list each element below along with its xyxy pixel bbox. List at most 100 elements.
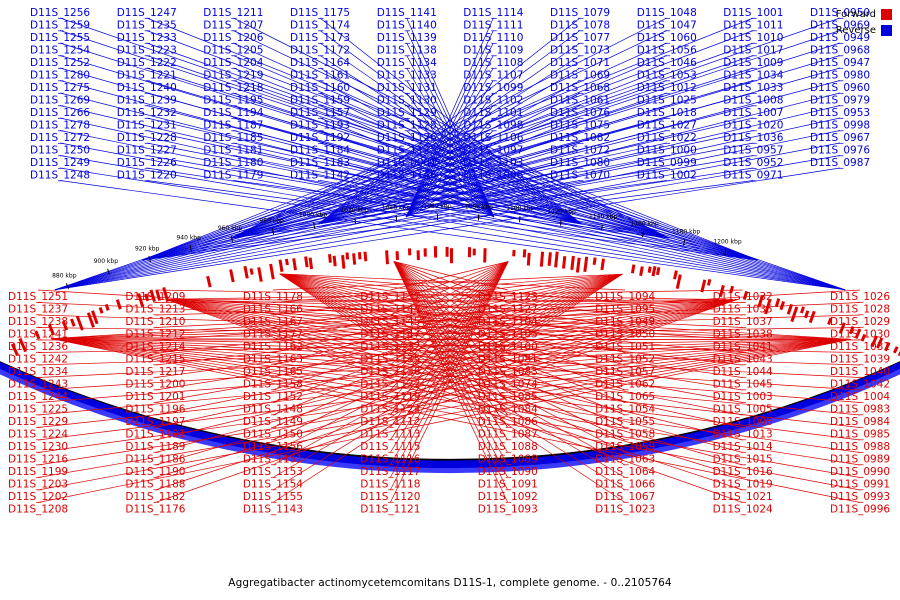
- forward-gene-label: D11S_1189: [125, 441, 185, 453]
- forward-gene-glyph: [278, 259, 284, 272]
- ruler-tick-label: 920 kbp: [135, 245, 160, 252]
- forward-gene-glyph: [779, 301, 786, 311]
- reverse-gene-leader: [59, 142, 846, 291]
- forward-gene-label: D11S_1026: [830, 291, 890, 303]
- forward-gene-label: D11S_1003: [713, 391, 773, 403]
- forward-gene-leader: [165, 298, 743, 303]
- legend-reverse: Reverse: [836, 22, 892, 38]
- ruler-tick: [230, 235, 233, 243]
- ruler-tick-label: 1140 kbp: [589, 214, 617, 221]
- forward-gene-label: D11S_1237: [8, 304, 68, 316]
- reverse-gene-label: D11S_0999: [637, 157, 697, 169]
- forward-gene-glyph: [757, 295, 764, 308]
- forward-gene-glyph: [526, 252, 531, 266]
- forward-gene-glyph: [61, 320, 69, 331]
- reverse-gene-leader: [54, 30, 841, 291]
- forward-gene-leader: [165, 298, 743, 453]
- forward-gene-glyph: [570, 255, 575, 270]
- forward-gene-label: D11S_1162: [243, 341, 303, 353]
- reverse-gene-leader: [230, 155, 667, 239]
- forward-gene-leader: [51, 338, 861, 466]
- reverse-gene-label: D11S_1269: [30, 95, 90, 107]
- forward-gene-glyph: [827, 317, 833, 325]
- reverse-gene-leader: [59, 92, 846, 291]
- ruler-tick: [601, 224, 603, 231]
- forward-gene-glyph: [655, 267, 661, 276]
- reverse-gene-leader: [406, 92, 495, 218]
- forward-gene-leader: [51, 327, 861, 339]
- forward-gene-label: D11S_1089: [478, 454, 538, 466]
- reverse-gene-label: D11S_1140: [377, 20, 437, 32]
- reverse-gene-leader: [230, 92, 667, 239]
- forward-gene-label: D11S_1039: [830, 354, 890, 366]
- reverse-gene-leader: [146, 155, 758, 261]
- forward-gene-label: D11S_0985: [830, 429, 890, 441]
- reverse-gene-label: D11S_1187: [203, 120, 263, 132]
- forward-gene-glyph: [647, 266, 652, 273]
- reverse-gene-label: D11S_1275: [30, 82, 90, 94]
- forward-gene-label: D11S_1177: [243, 329, 303, 341]
- forward-gene-glyph: [706, 278, 712, 286]
- reverse-gene-leader: [405, 80, 494, 218]
- forward-gene-leader: [279, 273, 626, 291]
- reverse-gene-label: D11S_1211: [203, 7, 263, 19]
- reverse-gene-label: D11S_1075: [550, 120, 610, 132]
- reverse-gene-label: D11S_1256: [30, 7, 90, 19]
- ruler-tick-label: 980 kbp: [259, 218, 284, 225]
- reverse-gene-leader: [59, 42, 846, 291]
- forward-gene-label: D11S_1151: [243, 454, 303, 466]
- forward-gene-label: D11S_1203: [8, 479, 68, 491]
- label-leader-lines: [37, 17, 861, 503]
- gene-labels: D11S_1256D11S_1259D11S_1255D11S_1254D11S…: [8, 7, 890, 516]
- reverse-gene-label: D11S_1181: [203, 145, 263, 157]
- forward-gene-label: D11S_1084: [478, 404, 538, 416]
- reverse-gene-leader: [230, 17, 667, 239]
- reverse-gene-label: D11S_1227: [117, 145, 177, 157]
- forward-gene-leader: [37, 339, 851, 491]
- reverse-gene-label: D11S_1061: [550, 95, 610, 107]
- forward-gene-glyph: [70, 318, 76, 327]
- reverse-gene-label: D11S_1076: [550, 107, 610, 119]
- forward-gene-glyph: [870, 335, 878, 348]
- forward-gene-leader: [51, 338, 861, 453]
- forward-gene-glyph: [149, 289, 156, 303]
- forward-gene-label: D11S_1064: [595, 466, 655, 478]
- reverse-gene-leader: [405, 180, 494, 218]
- reverse-gene-leader: [318, 42, 581, 225]
- forward-gene-label: D11S_1005: [713, 404, 773, 416]
- reverse-gene-label: D11S_1255: [30, 32, 90, 44]
- forward-gene-glyph: [292, 258, 297, 271]
- reverse-gene-leader: [142, 167, 754, 261]
- forward-gene-label: D11S_1054: [595, 404, 655, 416]
- forward-gene-leader: [389, 261, 509, 478]
- reverse-gene-leader: [406, 80, 495, 218]
- forward-gene-label: D11S_1217: [125, 366, 185, 378]
- forward-gene-leader: [37, 339, 851, 478]
- forward-gene-glyph: [700, 279, 707, 293]
- forward-gene-label: D11S_1166: [243, 304, 303, 316]
- reverse-gene-leader: [142, 130, 754, 261]
- forward-gene-glyph: [838, 322, 846, 335]
- reverse-gene-leader: [318, 17, 581, 225]
- reverse-gene-label: D11S_0980: [810, 70, 870, 82]
- forward-gene-glyph: [583, 256, 589, 272]
- forward-gene-label: D11S_1136: [360, 366, 420, 378]
- reverse-gene-label: D11S_1025: [637, 95, 697, 107]
- forward-gene-leader: [51, 289, 861, 339]
- ruler-tick: [65, 283, 69, 290]
- forward-gene-leader: [165, 298, 743, 391]
- forward-gene-glyph: [243, 265, 249, 279]
- reverse-gene-label: D11S_1173: [290, 32, 350, 44]
- forward-gene-label: D11S_1004: [830, 391, 890, 403]
- forward-gene-label: D11S_1059: [595, 441, 655, 453]
- reverse-gene-leader: [59, 155, 846, 291]
- forward-gene-leader: [393, 261, 508, 441]
- forward-gene-label: D11S_0983: [830, 404, 890, 416]
- reverse-gene-label: D11S_1248: [30, 170, 90, 182]
- forward-gene-label: D11S_1006: [713, 416, 773, 428]
- forward-gene-label: D11S_1242: [8, 354, 68, 366]
- forward-gene-leader: [155, 299, 737, 503]
- forward-gene-label: D11S_1044: [713, 366, 773, 378]
- forward-gene-label: D11S_1201: [125, 391, 185, 403]
